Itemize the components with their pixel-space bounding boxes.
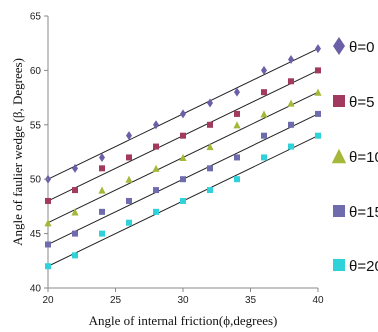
data-point: [207, 121, 213, 128]
axis-ticks: 40 45 50 55 60 65 20 25 30 35 40: [30, 12, 324, 307]
data-point: [261, 154, 267, 161]
data-point: [72, 252, 78, 259]
data-point: [72, 187, 78, 194]
data-point: [315, 44, 321, 54]
data-point: [126, 131, 132, 141]
x-tick-label: 30: [177, 295, 189, 306]
data-point: [99, 165, 105, 172]
legend-label: θ=5: [349, 94, 374, 111]
y-tick-label: 40: [30, 284, 42, 295]
legend-label: θ=0: [349, 39, 374, 56]
legend-marker: [333, 37, 345, 55]
data-point: [207, 165, 213, 172]
data-point: [234, 110, 240, 117]
data-point: [180, 176, 186, 183]
data-point: [234, 154, 240, 161]
legend-marker: [333, 95, 345, 107]
y-tick-label: 65: [30, 12, 42, 23]
data-point: [207, 98, 213, 108]
data-point: [98, 186, 106, 194]
legend-label: θ=20: [349, 258, 378, 275]
data-point: [288, 78, 294, 85]
data-point: [152, 164, 160, 172]
y-tick-label: 50: [30, 175, 42, 186]
data-point: [206, 142, 214, 151]
data-point: [72, 163, 78, 173]
x-tick-label: 35: [245, 295, 257, 306]
data-point: [234, 87, 240, 97]
legend-marker: [333, 205, 345, 217]
y-axis-title: Angle of faulier wedge (β, Degrees): [10, 58, 25, 246]
data-point: [99, 208, 105, 215]
data-point: [179, 153, 187, 162]
data-point: [287, 99, 295, 107]
data-point: [315, 110, 321, 117]
x-tick-label: 20: [42, 295, 54, 306]
data-point: [288, 121, 294, 128]
data-point: [45, 241, 51, 248]
legend: θ=0 θ=5 θ=10 θ=15 θ=20: [331, 37, 378, 275]
data-point: [126, 219, 132, 226]
data-point: [315, 132, 321, 139]
data-point: [288, 143, 294, 150]
data-point: [45, 197, 51, 204]
data-point: [99, 152, 105, 162]
data-point: [315, 67, 321, 74]
data-point: [126, 197, 132, 204]
data-point: [180, 109, 186, 119]
data-point: [153, 208, 159, 215]
data-point: [261, 132, 267, 139]
data-point: [153, 120, 159, 130]
data-point: [234, 176, 240, 183]
data-point: [180, 132, 186, 139]
data-point: [125, 175, 133, 183]
data-point: [99, 230, 105, 237]
legend-marker: [333, 259, 345, 271]
legend-label: θ=15: [349, 204, 378, 221]
data-point: [207, 187, 213, 194]
data-points: [44, 44, 322, 270]
data-point: [260, 110, 268, 118]
data-point: [44, 219, 52, 227]
legend-label: θ=10: [349, 149, 378, 166]
y-tick-label: 60: [30, 66, 42, 77]
data-point: [288, 55, 294, 65]
data-point: [45, 263, 51, 270]
x-tick-label: 40: [312, 295, 324, 306]
data-point: [261, 89, 267, 96]
data-point: [71, 208, 79, 216]
data-point: [153, 187, 159, 194]
legend-marker: [331, 148, 347, 164]
x-tick-label: 25: [110, 295, 122, 306]
data-point: [72, 230, 78, 237]
y-tick-label: 45: [30, 229, 42, 240]
data-point: [233, 121, 241, 129]
x-axis-title: Angle of internal friction(ϕ,degrees): [89, 313, 278, 328]
data-point: [126, 154, 132, 161]
y-tick-label: 55: [30, 120, 42, 131]
data-point: [180, 197, 186, 204]
data-point: [261, 65, 267, 75]
data-point: [153, 143, 159, 150]
data-point: [314, 88, 322, 96]
